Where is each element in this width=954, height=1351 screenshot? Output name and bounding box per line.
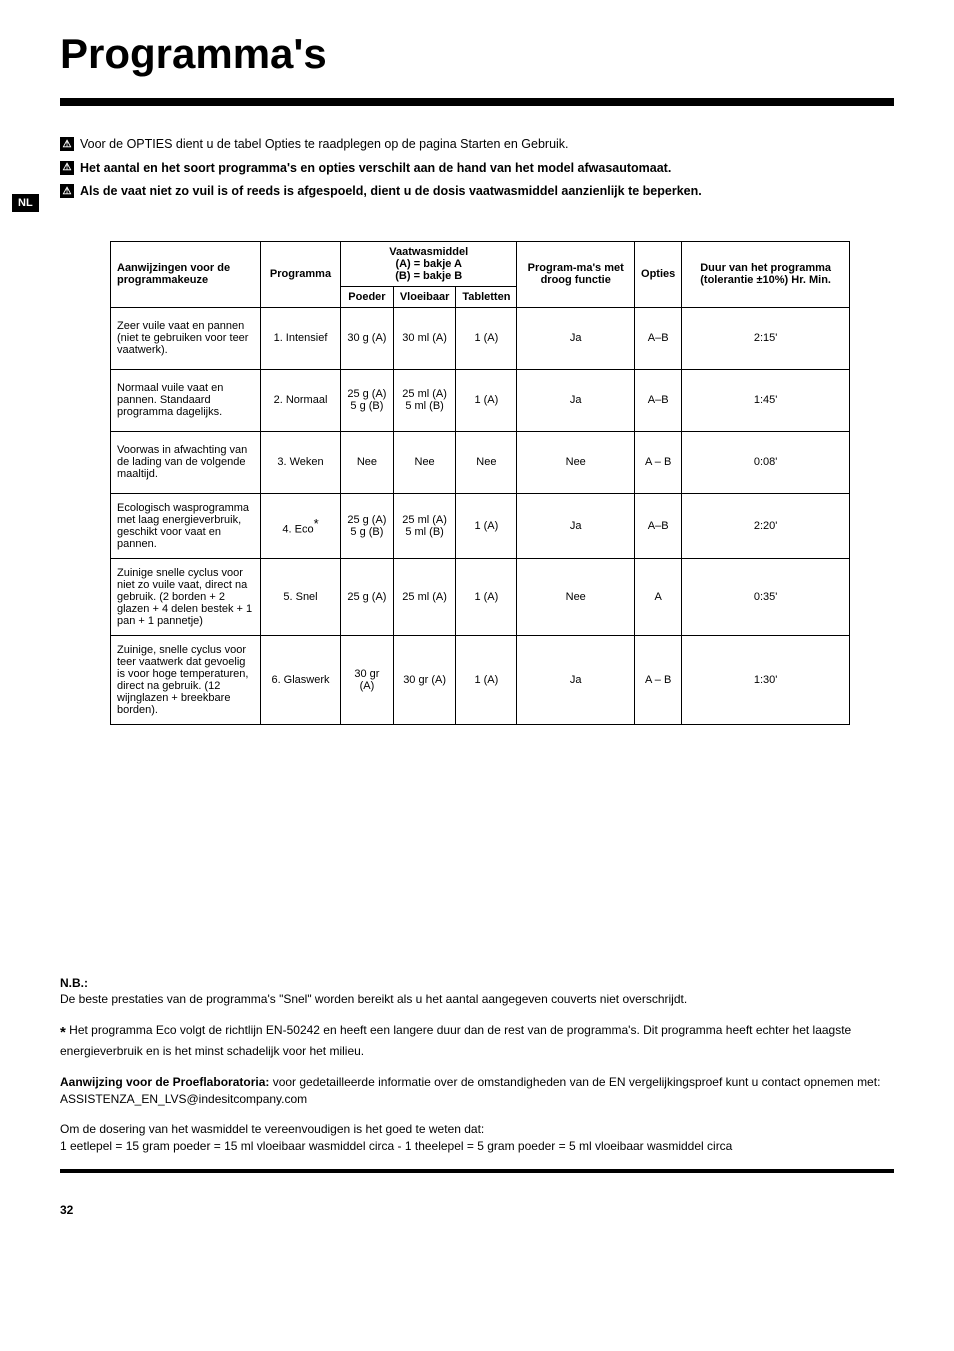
cell-opties: A – B — [635, 431, 682, 493]
lab-label: Aanwijzing voor de Proeflaboratoria: — [60, 1075, 269, 1089]
cell-vloeibaar: 30 gr (A) — [393, 635, 456, 724]
cell-poeder: 25 g (A)5 g (B) — [341, 493, 394, 558]
warning-text-2: Het aantal en het soort programma's en o… — [80, 160, 671, 178]
cell-duur: 0:08' — [682, 431, 850, 493]
cell-vloeibaar: 25 ml (A)5 ml (B) — [393, 493, 456, 558]
table-row: Normaal vuile vaat en pannen. Standaard … — [111, 369, 850, 431]
th-poeder: Poeder — [341, 286, 394, 307]
cell-desc: Zuinige snelle cyclus voor niet zo vuile… — [111, 558, 261, 635]
cell-opties: A–B — [635, 493, 682, 558]
cell-opties: A–B — [635, 307, 682, 369]
th-detergent-b: (B) = bakje B — [395, 270, 462, 282]
cell-prog: 3. Weken — [261, 431, 341, 493]
dosing-note: Om de dosering van het wasmiddel te vere… — [60, 1121, 894, 1155]
cell-poeder: 30 gr (A) — [341, 635, 394, 724]
warning-text-1: Voor de OPTIES dient u de tabel Opties t… — [80, 136, 569, 154]
cell-duur: 1:45' — [682, 369, 850, 431]
warning-icon: ⚠ — [60, 137, 74, 151]
dosing-line1: Om de dosering van het wasmiddel te vere… — [60, 1122, 484, 1136]
cell-droog: Nee — [517, 431, 635, 493]
cell-tabletten: 1 (A) — [456, 493, 517, 558]
cell-prog: 4. Eco* — [261, 493, 341, 558]
cell-prog: 6. Glaswerk — [261, 635, 341, 724]
nb-note: N.B.: De beste prestaties van de program… — [60, 975, 894, 1009]
programs-table: Aanwijzingen voor de programmakeuze Prog… — [110, 241, 850, 725]
th-detergent-a: (A) = bakje A — [395, 258, 462, 270]
cell-duur: 2:20' — [682, 493, 850, 558]
page-title: Programma's — [0, 30, 894, 78]
star-note: * Het programma Eco volgt de richtlijn E… — [60, 1022, 894, 1060]
cell-prog: 1. Intensief — [261, 307, 341, 369]
notes-section: N.B.: De beste prestaties van de program… — [60, 975, 894, 1156]
cell-tabletten: 1 (A) — [456, 635, 517, 724]
cell-desc: Ecologisch wasprogramma met laag energie… — [111, 493, 261, 558]
warning-text-3: Als de vaat niet zo vuil is of reeds is … — [80, 183, 702, 201]
cell-vloeibaar: Nee — [393, 431, 456, 493]
cell-desc: Zeer vuile vaat en pannen (niet te gebru… — [111, 307, 261, 369]
star-text: Het programma Eco volgt de richtlijn EN-… — [60, 1023, 851, 1058]
cell-droog: Ja — [517, 493, 635, 558]
cell-opties: A — [635, 558, 682, 635]
dosing-line2: 1 eetlepel = 15 gram poeder = 15 ml vloe… — [60, 1139, 732, 1153]
th-instructions: Aanwijzingen voor de programmakeuze — [111, 241, 261, 307]
warning-line-1: ⚠ Voor de OPTIES dient u de tabel Opties… — [60, 136, 894, 154]
programs-table-wrap: Aanwijzingen voor de programmakeuze Prog… — [110, 241, 894, 725]
cell-desc: Voorwas in afwachting van de lading van … — [111, 431, 261, 493]
cell-droog: Ja — [517, 369, 635, 431]
cell-desc: Zuinige, snelle cyclus voor teer vaatwer… — [111, 635, 261, 724]
cell-vloeibaar: 25 ml (A)5 ml (B) — [393, 369, 456, 431]
table-row: Voorwas in afwachting van de lading van … — [111, 431, 850, 493]
cell-duur: 1:30' — [682, 635, 850, 724]
cell-opties: A–B — [635, 369, 682, 431]
th-duration: Duur van het programma (tolerantie ±10%)… — [682, 241, 850, 307]
cell-poeder: 25 g (A)5 g (B) — [341, 369, 394, 431]
warning-icon: ⚠ — [60, 184, 74, 198]
cell-poeder: Nee — [341, 431, 394, 493]
lab-note: Aanwijzing voor de Proeflaboratoria: voo… — [60, 1074, 894, 1108]
cell-poeder: 25 g (A) — [341, 558, 394, 635]
cell-vloeibaar: 25 ml (A) — [393, 558, 456, 635]
cell-duur: 0:35' — [682, 558, 850, 635]
cell-opties: A – B — [635, 635, 682, 724]
cell-duur: 2:15' — [682, 307, 850, 369]
divider-bottom — [60, 1169, 894, 1173]
cell-vloeibaar: 30 ml (A) — [393, 307, 456, 369]
cell-prog: 5. Snel — [261, 558, 341, 635]
table-row: Ecologisch wasprogramma met laag energie… — [111, 493, 850, 558]
divider-top — [60, 98, 894, 106]
table-row: Zeer vuile vaat en pannen (niet te gebru… — [111, 307, 850, 369]
table-row: Zuinige, snelle cyclus voor teer vaatwer… — [111, 635, 850, 724]
cell-droog: Nee — [517, 558, 635, 635]
th-detergent-title: Vaatwasmiddel — [389, 246, 468, 258]
warning-line-3: ⚠ Als de vaat niet zo vuil is of reeds i… — [60, 183, 894, 201]
warning-icon: ⚠ — [60, 161, 74, 175]
cell-droog: Ja — [517, 307, 635, 369]
cell-tabletten: Nee — [456, 431, 517, 493]
cell-droog: Ja — [517, 635, 635, 724]
eco-star-icon: * — [314, 516, 319, 531]
th-dry: Program-ma's met droog functie — [517, 241, 635, 307]
th-options: Opties — [635, 241, 682, 307]
language-badge: NL — [12, 194, 39, 212]
cell-tabletten: 1 (A) — [456, 558, 517, 635]
th-program: Programma — [261, 241, 341, 307]
cell-tabletten: 1 (A) — [456, 369, 517, 431]
cell-desc: Normaal vuile vaat en pannen. Standaard … — [111, 369, 261, 431]
cell-tabletten: 1 (A) — [456, 307, 517, 369]
table-row: Zuinige snelle cyclus voor niet zo vuile… — [111, 558, 850, 635]
cell-prog: 2. Normaal — [261, 369, 341, 431]
th-vloeibaar: Vloeibaar — [393, 286, 456, 307]
content-area: ⚠ Voor de OPTIES dient u de tabel Opties… — [0, 136, 894, 1217]
page-number: 32 — [60, 1203, 894, 1217]
programs-tbody: Zeer vuile vaat en pannen (niet te gebru… — [111, 307, 850, 724]
warning-line-2: ⚠ Het aantal en het soort programma's en… — [60, 160, 894, 178]
cell-poeder: 30 g (A) — [341, 307, 394, 369]
nb-label: N.B.: — [60, 976, 88, 990]
th-tabletten: Tabletten — [456, 286, 517, 307]
nb-text: De beste prestaties van de programma's "… — [60, 992, 687, 1006]
th-detergent-group: Vaatwasmiddel (A) = bakje A (B) = bakje … — [341, 241, 517, 286]
